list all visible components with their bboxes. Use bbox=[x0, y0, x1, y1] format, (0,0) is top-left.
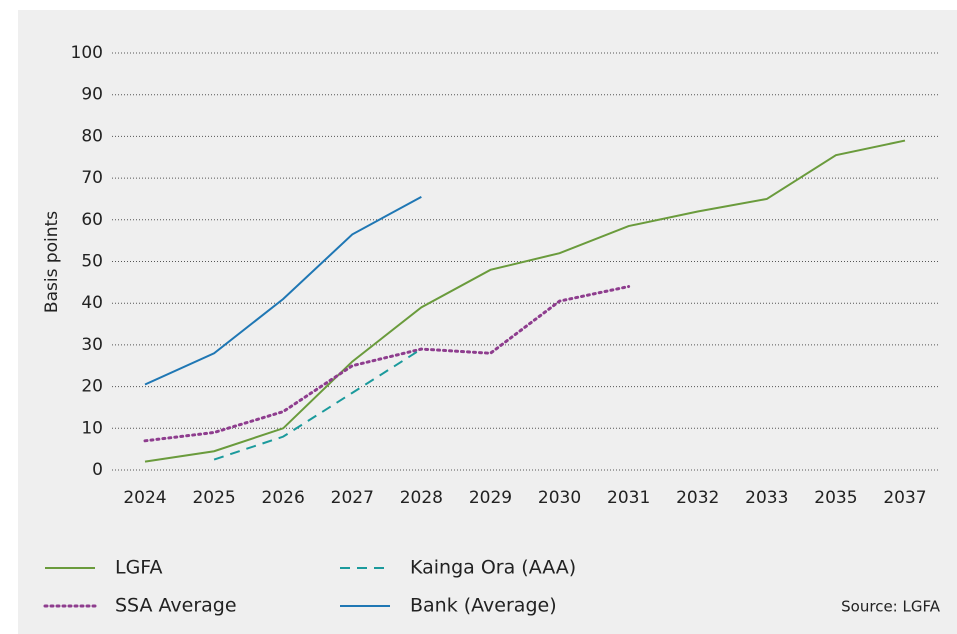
x-tick-label: 2032 bbox=[676, 488, 719, 508]
y-tick-label: 90 bbox=[81, 85, 103, 105]
y-tick-label: 0 bbox=[92, 460, 103, 480]
y-tick-label: 20 bbox=[81, 377, 103, 397]
x-tick-label: 2035 bbox=[814, 488, 857, 508]
legend-label: LGFA bbox=[115, 557, 163, 579]
series-line bbox=[144, 139, 906, 463]
source-note: Source: LGFA bbox=[841, 598, 941, 616]
x-tick-label: 2027 bbox=[331, 488, 374, 508]
y-tick-label: 80 bbox=[81, 126, 103, 146]
y-tick-label: 60 bbox=[81, 210, 103, 230]
x-tick-label: 2031 bbox=[607, 488, 650, 508]
x-tick-label: 2026 bbox=[262, 488, 305, 508]
legend-label: Kainga Ora (AAA) bbox=[410, 557, 576, 579]
x-tick-label: 2033 bbox=[745, 488, 788, 508]
y-axis-title: Basis points bbox=[42, 211, 62, 313]
y-tick-label: 100 bbox=[71, 43, 103, 63]
series-line bbox=[213, 348, 422, 461]
series-line bbox=[143, 285, 631, 443]
x-tick-label: 2029 bbox=[469, 488, 512, 508]
x-tick-label: 2028 bbox=[400, 488, 443, 508]
y-tick-label: 50 bbox=[81, 252, 103, 272]
y-tick-label: 70 bbox=[81, 168, 103, 188]
chart-background bbox=[18, 10, 957, 634]
legend-label: SSA Average bbox=[115, 595, 237, 617]
y-tick-label: 40 bbox=[81, 293, 103, 313]
y-tick-label: 10 bbox=[81, 418, 103, 438]
series-line bbox=[144, 195, 422, 386]
legend-label: Bank (Average) bbox=[410, 595, 557, 617]
x-tick-label: 2025 bbox=[192, 488, 235, 508]
y-tick-label: 30 bbox=[81, 335, 103, 355]
x-tick-label: 2024 bbox=[123, 488, 166, 508]
x-tick-label: 2037 bbox=[883, 488, 926, 508]
x-tick-label: 2030 bbox=[538, 488, 581, 508]
